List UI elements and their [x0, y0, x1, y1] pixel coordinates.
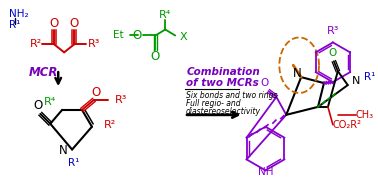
Text: R¹: R¹	[9, 20, 20, 30]
Text: O: O	[132, 29, 141, 42]
Text: CO₂R²: CO₂R²	[333, 120, 362, 130]
Text: diastereoselectivity: diastereoselectivity	[186, 107, 261, 116]
Text: R³: R³	[88, 39, 100, 49]
Text: MCR: MCR	[28, 66, 58, 79]
Text: Combination: Combination	[186, 67, 260, 77]
Text: R⁴: R⁴	[44, 97, 56, 107]
Text: NH: NH	[258, 167, 273, 177]
Text: N: N	[59, 144, 68, 157]
Text: R³: R³	[115, 95, 127, 105]
Text: O: O	[91, 85, 101, 99]
Text: R¹: R¹	[364, 72, 375, 82]
Text: R³: R³	[327, 26, 339, 36]
Text: O: O	[70, 17, 79, 30]
Text: X: X	[179, 33, 187, 42]
Text: R²: R²	[104, 120, 116, 130]
Text: O: O	[151, 50, 160, 63]
Text: R²: R²	[30, 39, 42, 49]
Text: O: O	[260, 78, 269, 88]
Text: O: O	[50, 17, 59, 30]
Text: CH₃: CH₃	[356, 110, 374, 120]
Text: N: N	[293, 67, 302, 80]
Text: Six bonds and two rings: Six bonds and two rings	[186, 91, 277, 100]
Text: Full regio- and: Full regio- and	[186, 99, 241, 108]
Text: O: O	[329, 48, 337, 58]
Text: of two MCRs: of two MCRs	[186, 78, 259, 88]
Text: NH₂: NH₂	[9, 9, 28, 19]
Text: R⁴: R⁴	[159, 10, 172, 20]
Text: O: O	[34, 99, 43, 112]
Text: Et: Et	[113, 30, 124, 41]
Text: N: N	[352, 76, 360, 86]
Text: R¹: R¹	[68, 158, 80, 168]
